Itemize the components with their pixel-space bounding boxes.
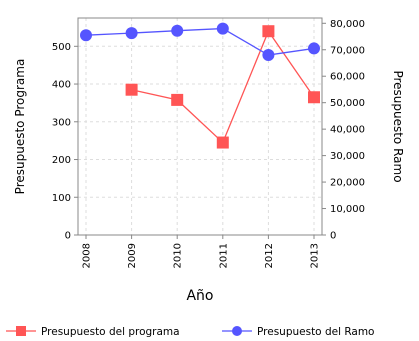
legend-label: Presupuesto del programa [41, 326, 180, 338]
x-axis: 2008 2009 2010 2011 2012 2013 [82, 235, 321, 268]
legend-marker [16, 326, 26, 336]
right-tick-label: 40,000 [330, 125, 365, 136]
x-tick-label: 2009 [127, 243, 138, 268]
plot-frame [77, 17, 323, 236]
data-point [171, 24, 184, 37]
right-tick-label: 20,000 [330, 178, 365, 189]
series-layer [80, 22, 320, 149]
legend-label: Presupuesto del Ramo [257, 326, 374, 338]
right-tick-label: 0 [330, 231, 336, 242]
x-tick-label: 2010 [173, 243, 184, 268]
right-tick-label: 50,000 [330, 98, 365, 109]
grid [78, 18, 322, 236]
right-tick-label: 60,000 [330, 72, 365, 83]
right-tick-label: 80,000 [330, 19, 365, 30]
x-tick-label: 2011 [218, 243, 229, 268]
data-point [216, 22, 229, 35]
right-axis-title: Presupuesto Ramo [391, 70, 405, 182]
data-point [308, 91, 320, 104]
data-point [125, 83, 138, 96]
right-axis: 0 10,000 20,000 30,000 40,000 50,000 60,000 70,… [322, 19, 365, 242]
left-axis: 0 100 200 300 400 500 [52, 42, 78, 242]
x-tick-label: 2008 [82, 243, 93, 268]
x-axis-title: Año [186, 288, 213, 304]
left-tick-label: 500 [52, 42, 71, 53]
legend-item: Presupuesto del programa [6, 326, 180, 338]
data-point [171, 93, 184, 106]
legend: Presupuesto del programa Presupuesto del … [6, 326, 374, 338]
data-point [216, 136, 229, 149]
left-tick-label: 400 [52, 80, 71, 91]
left-axis-title: Presupuesto Programa [13, 59, 27, 195]
data-point [80, 29, 92, 42]
data-point [125, 27, 138, 40]
x-tick-label: 2012 [264, 243, 275, 268]
data-point [308, 42, 320, 55]
left-tick-label: 300 [52, 117, 71, 128]
left-tick-label: 100 [52, 193, 71, 204]
left-tick-label: 0 [65, 231, 71, 242]
right-tick-label: 30,000 [330, 151, 365, 162]
series-line [85, 27, 315, 56]
legend-item: Presupuesto del Ramo [222, 326, 374, 338]
series-1 [80, 22, 320, 62]
legend-marker [232, 326, 242, 336]
x-tick-label: 2013 [310, 243, 321, 268]
data-point [262, 25, 275, 38]
right-tick-label: 70,000 [330, 45, 365, 56]
right-tick-label: 10,000 [330, 204, 365, 215]
left-tick-label: 200 [52, 155, 71, 166]
data-point [262, 49, 275, 62]
